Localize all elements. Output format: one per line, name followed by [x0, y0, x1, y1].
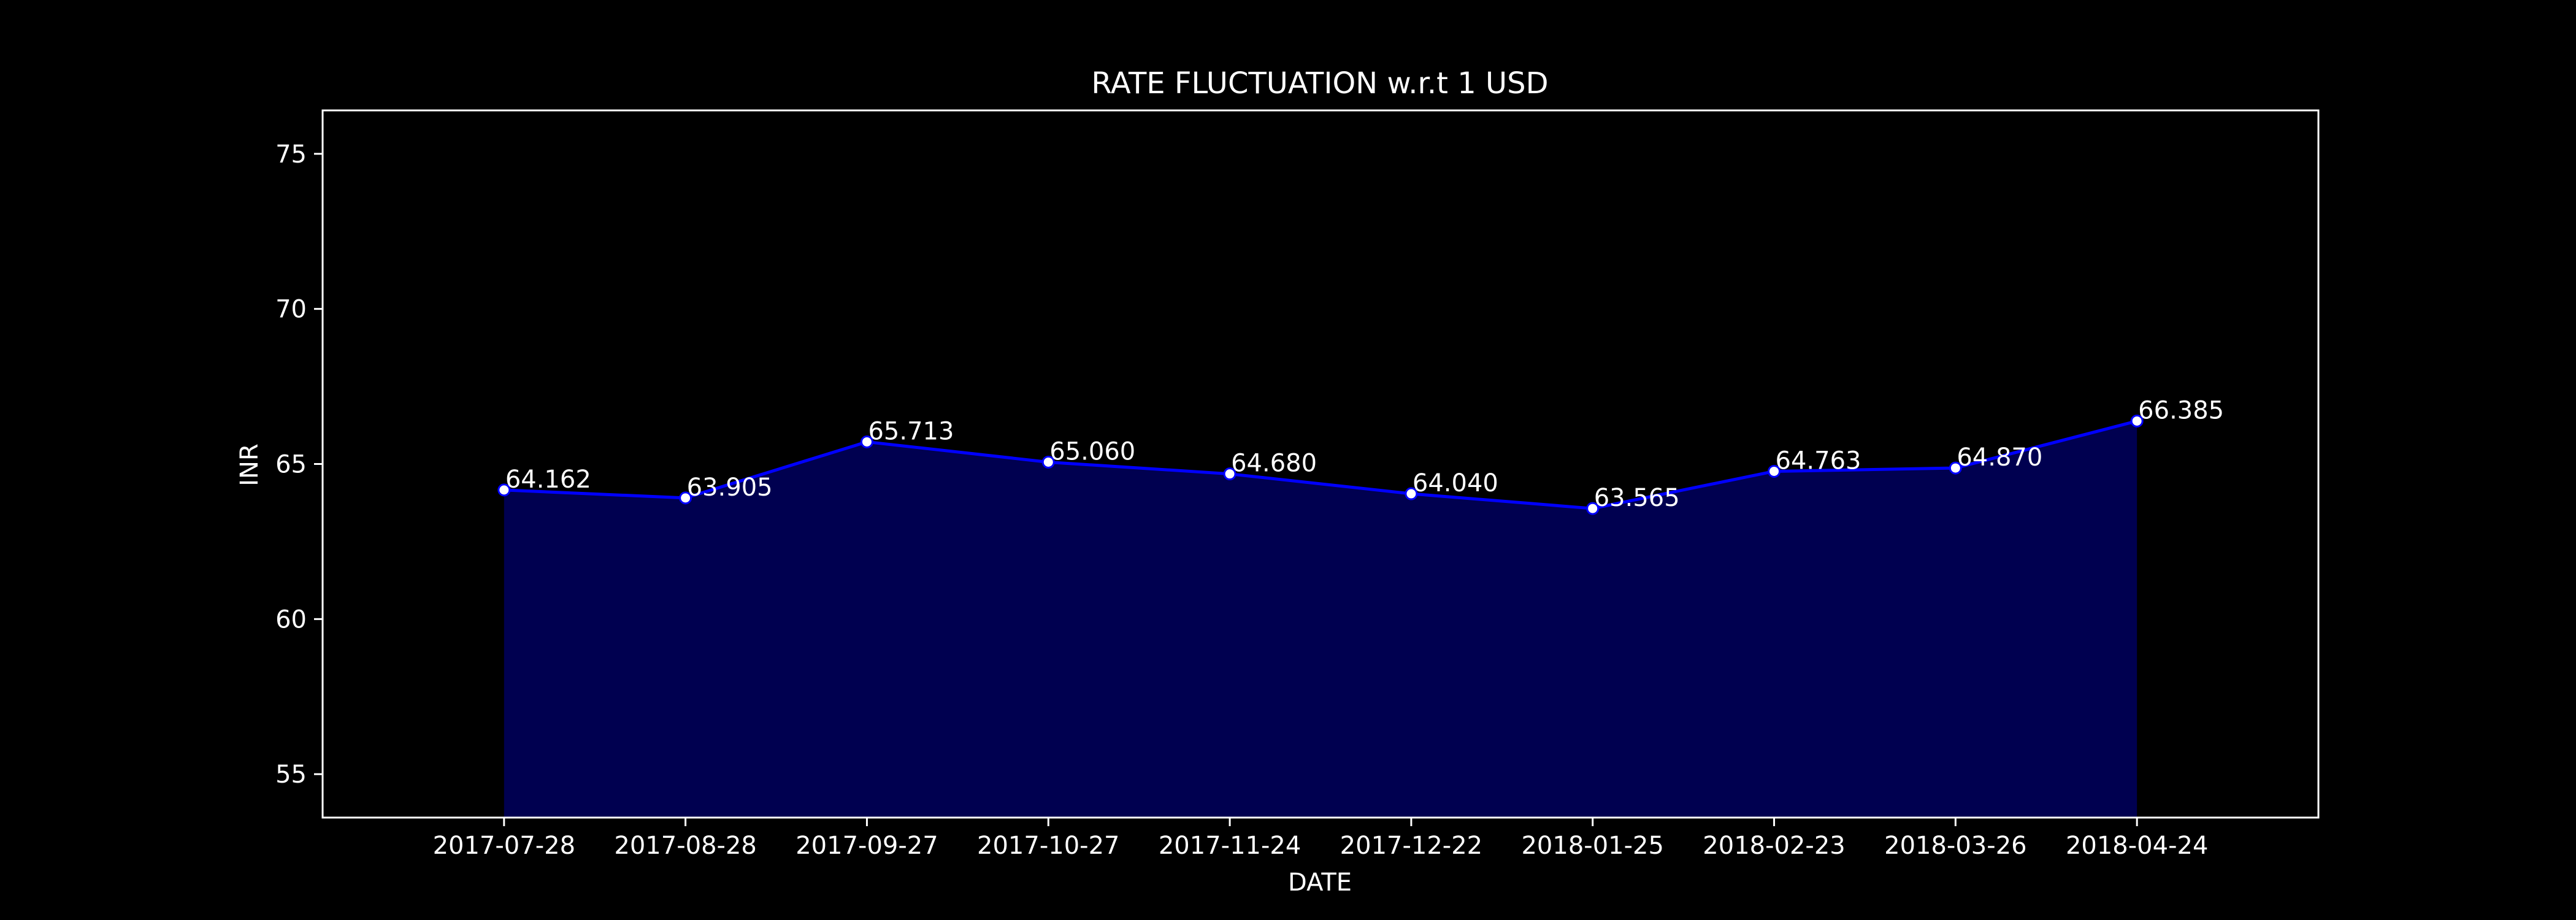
data-label: 63.905 — [687, 473, 773, 502]
x-tick-label: 2017-07-28 — [433, 832, 575, 860]
data-label: 64.162 — [505, 466, 591, 494]
data-point — [679, 491, 692, 505]
y-tick-label: 75 — [275, 140, 307, 169]
y-tick-label: 55 — [275, 761, 307, 789]
data-point — [1223, 467, 1236, 481]
y-axis-label: INR — [236, 443, 264, 486]
plot-area — [497, 414, 2144, 818]
y-axis: 55 60 65 70 75 — [275, 140, 323, 789]
area-fill — [504, 421, 2137, 818]
x-tick-label: 2017-10-27 — [977, 832, 1119, 860]
x-tick-label: 2017-12-22 — [1340, 832, 1482, 860]
x-tick-label: 2018-03-26 — [1884, 832, 2026, 860]
data-label: 64.040 — [1413, 469, 1498, 497]
y-tick-label: 60 — [275, 605, 307, 634]
data-label: 65.713 — [868, 417, 954, 445]
data-point — [497, 483, 511, 497]
data-label: 64.763 — [1776, 447, 1861, 475]
data-point — [1949, 461, 1962, 475]
series-line — [504, 420, 2137, 510]
data-label: 66.385 — [2138, 396, 2224, 424]
y-tick-label: 65 — [275, 451, 307, 479]
data-point — [1405, 487, 1418, 500]
x-tick-label: 2018-01-25 — [1521, 832, 1663, 860]
data-point — [1768, 464, 1781, 478]
data-point — [2130, 414, 2144, 427]
data-label: 64.870 — [1957, 443, 2042, 472]
data-point — [1041, 455, 1055, 469]
data-label: 64.680 — [1231, 450, 1317, 478]
x-tick-label: 2018-02-23 — [1703, 832, 1845, 860]
data-label: 63.565 — [1594, 484, 1680, 512]
y-tick-label: 70 — [275, 296, 307, 324]
data-point — [1586, 502, 1600, 515]
data-point — [860, 435, 873, 448]
chart-title: RATE FLUCTUATION w.r.t 1 USD — [1091, 66, 1548, 101]
data-label: 65.060 — [1049, 437, 1135, 466]
x-axis: 2017-07-28 2017-08-28 2017-09-27 2017-10-27… — [433, 818, 2208, 860]
data-labels: 64.162 63.905 65.713 65.060 64.680 64.040 63.5… — [505, 396, 2224, 512]
x-tick-label: 2017-08-28 — [614, 832, 756, 860]
x-tick-label: 2017-11-24 — [1159, 832, 1301, 860]
x-tick-label: 2018-04-24 — [2066, 832, 2208, 860]
x-axis-label: DATE — [1288, 868, 1352, 897]
x-tick-label: 2017-09-27 — [795, 832, 938, 860]
